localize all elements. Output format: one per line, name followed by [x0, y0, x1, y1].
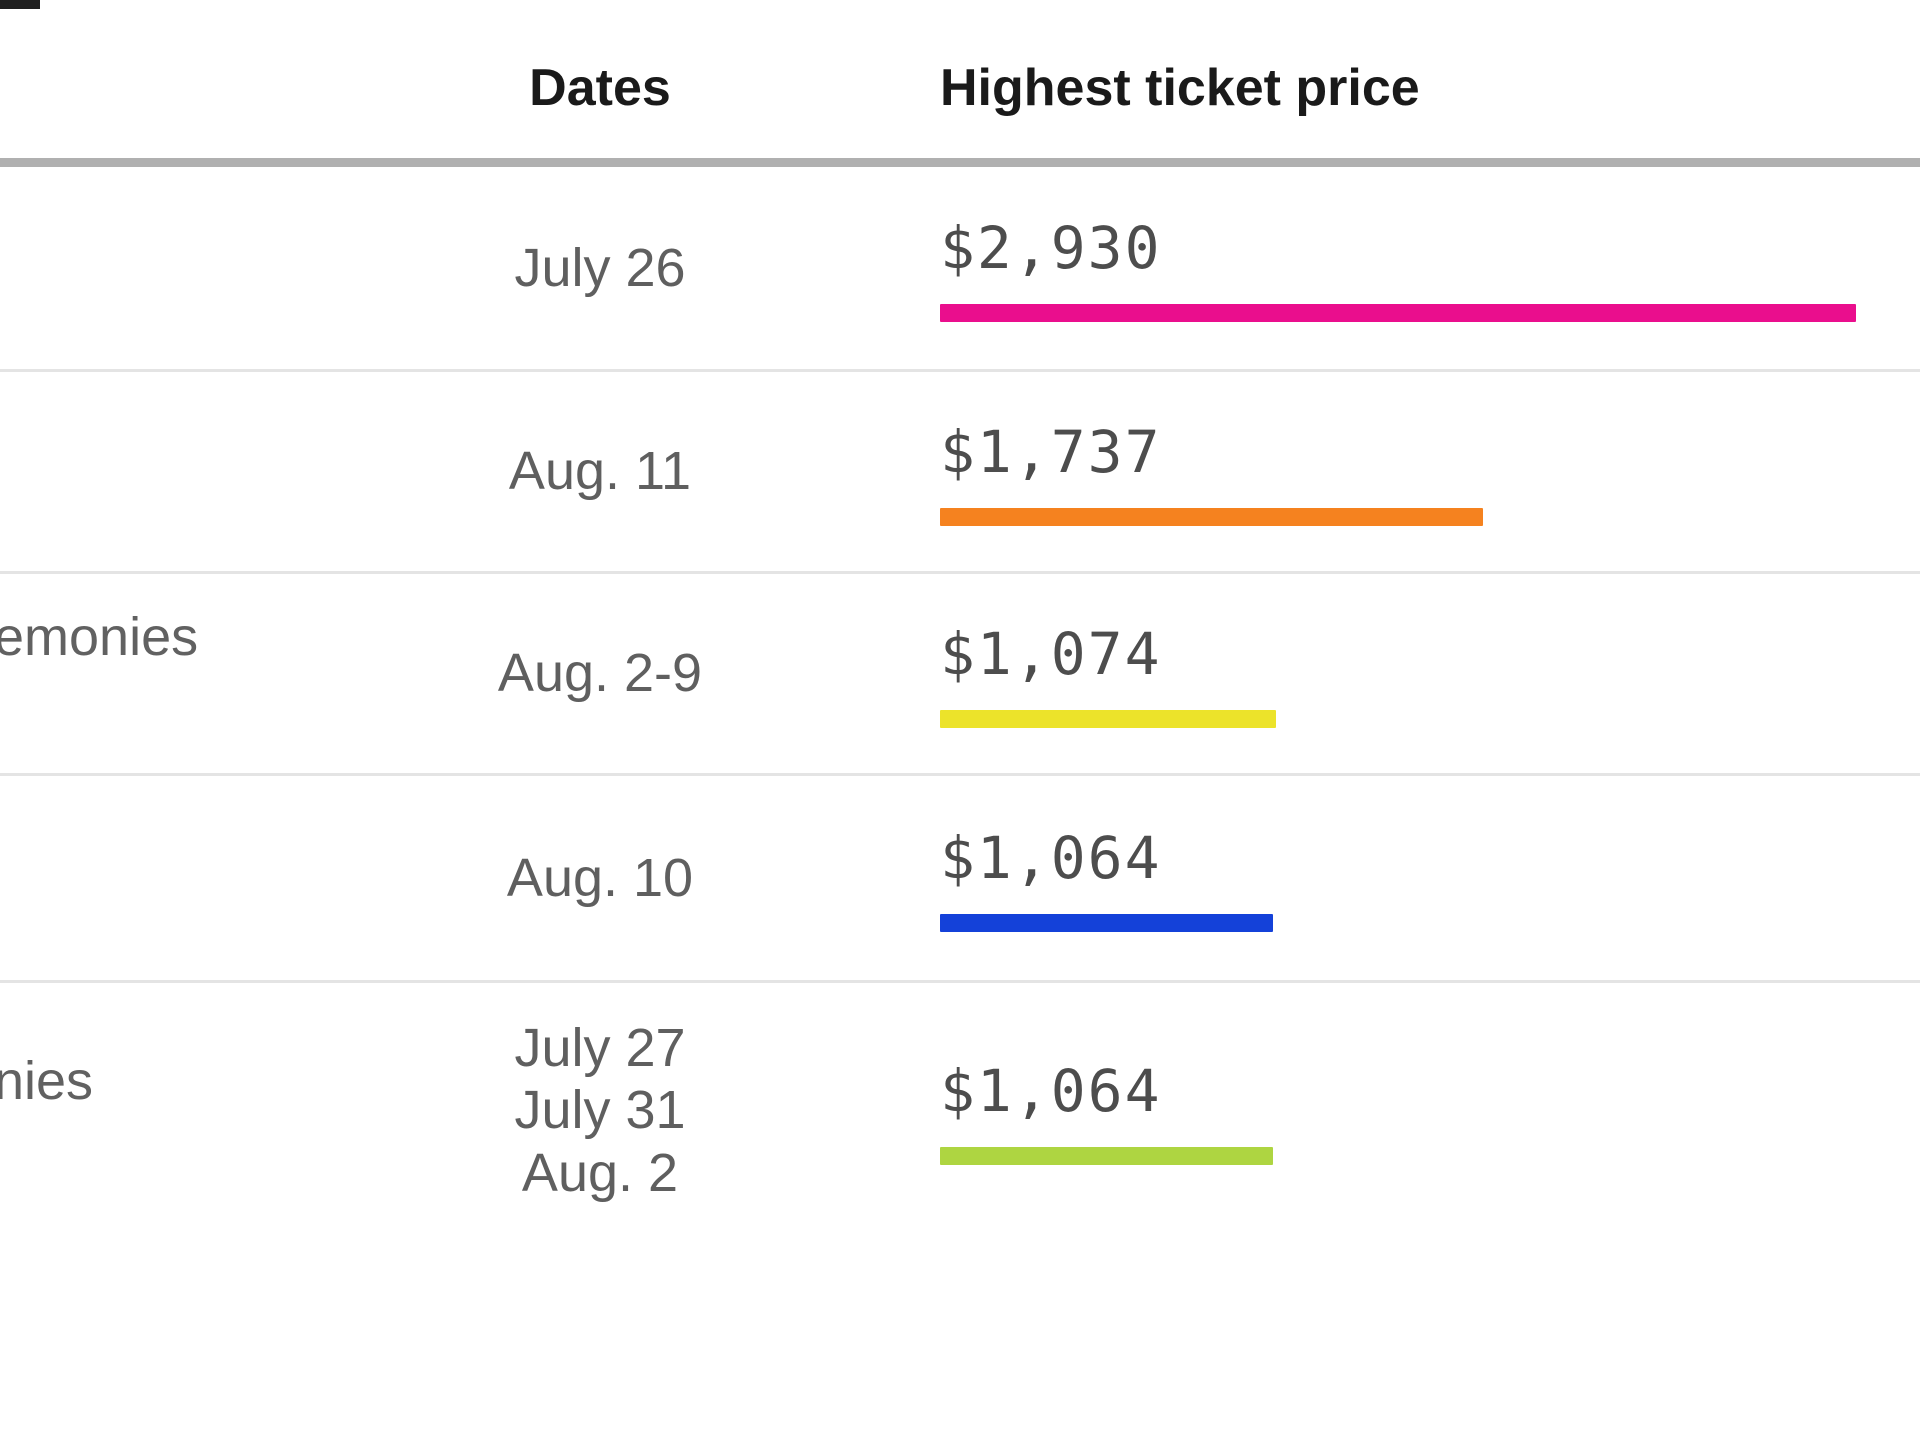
price-cell: $1,064: [900, 776, 1920, 980]
dates-cell: Aug. 2-9: [300, 574, 900, 773]
price-bar: [940, 914, 1273, 932]
table-row: Aug. 10 $1,064: [0, 773, 1920, 980]
dates-cell: Aug. 10: [300, 776, 900, 980]
date-line: Aug. 2-9: [497, 643, 703, 704]
event-label-partial: nies: [0, 1050, 94, 1111]
dates-cell: Aug. 11: [300, 372, 900, 571]
price-value: $1,074: [940, 619, 1162, 688]
table-row: nies July 27 July 31 Aug. 2 $1,064: [0, 980, 1920, 1238]
event-label-cell: emonies: [0, 574, 300, 773]
price-cell: $2,930: [900, 167, 1920, 369]
table-body: July 26 $2,930 Aug. 11 $1,737 emonies Aug. 2-…: [0, 167, 1920, 1238]
price-value: $1,064: [940, 1056, 1162, 1125]
date-line: July 31: [514, 1080, 686, 1141]
price-value: $1,064: [940, 824, 1162, 892]
price-column-header: Highest ticket price: [940, 59, 1420, 117]
price-value: $2,930: [940, 214, 1162, 282]
table-row: emonies Aug. 2-9 $1,074: [0, 571, 1920, 773]
event-label-partial: emonies: [0, 606, 199, 667]
date-line: July 27: [514, 1017, 686, 1078]
price-cell: $1,737: [900, 372, 1920, 571]
price-bar: [940, 1146, 1273, 1165]
event-label-cell: [0, 372, 300, 571]
table-row: Aug. 11 $1,737: [0, 369, 1920, 571]
dates-cell: July 26: [300, 167, 900, 369]
price-value: $1,737: [940, 417, 1162, 486]
price-cell: $1,074: [900, 574, 1920, 773]
date-line: Aug. 10: [506, 847, 694, 908]
table-header-row: Dates Highest ticket price: [0, 0, 1920, 167]
event-label-cell: [0, 167, 300, 369]
event-label-cell: nies: [0, 983, 300, 1238]
price-bar: [940, 709, 1276, 728]
dates-column-header: Dates: [529, 59, 671, 117]
price-cell: $1,064: [900, 983, 1920, 1238]
event-label-cell: [0, 776, 300, 980]
price-bar: [940, 507, 1483, 526]
price-bar: [940, 304, 1856, 322]
dates-cell: July 27 July 31 Aug. 2: [300, 983, 900, 1238]
date-line: July 26: [514, 237, 686, 298]
date-line: Aug. 11: [508, 441, 692, 502]
cropped-element-artifact: [0, 0, 40, 9]
table-row: July 26 $2,930: [0, 167, 1920, 369]
date-line: Aug. 2: [521, 1142, 679, 1203]
